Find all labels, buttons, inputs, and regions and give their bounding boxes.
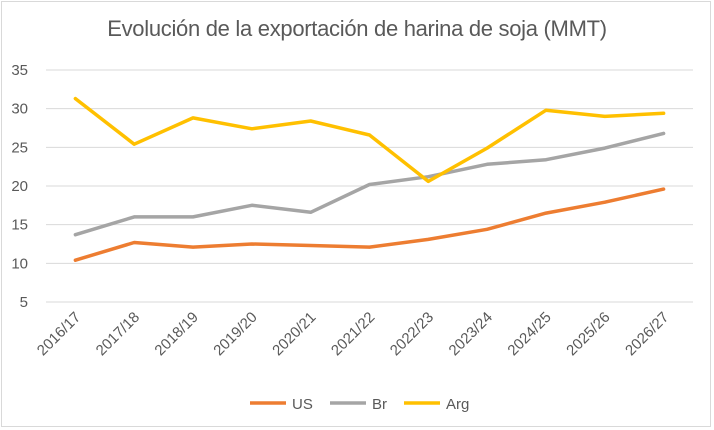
- y-tick-label: 20: [11, 178, 28, 195]
- x-tick-label: 2025/26: [563, 309, 613, 359]
- legend: US Br Arg: [250, 396, 469, 413]
- data-point-us: [662, 187, 666, 191]
- data-point-br: [426, 175, 430, 179]
- series-lines: [73, 96, 666, 262]
- data-point-arg: [485, 146, 489, 150]
- data-point-br: [603, 146, 607, 150]
- data-point-us: [544, 211, 548, 215]
- x-tick-label: 2024/25: [504, 309, 554, 359]
- y-tick-label: 5: [20, 294, 28, 311]
- x-tick-label: 2021/22: [328, 309, 378, 359]
- data-point-arg: [191, 116, 195, 120]
- data-point-br: [368, 182, 371, 186]
- data-point-us: [368, 245, 371, 249]
- data-point-arg: [309, 119, 313, 123]
- y-tick-label: 25: [11, 139, 28, 156]
- y-tick-label: 30: [11, 101, 28, 118]
- data-point-us: [73, 258, 77, 262]
- y-axis-ticks: 5 10 15 20 25 30 35: [11, 62, 28, 311]
- chart-title: Evolución de la exportación de harina de…: [107, 16, 607, 41]
- legend-label-arg: Arg: [446, 396, 469, 413]
- data-point-arg: [426, 179, 430, 183]
- data-point-br: [485, 162, 489, 166]
- x-axis-ticks: 2016/17 2017/18 2018/19 2019/20 2020/21 2021/…: [34, 309, 673, 359]
- data-point-br: [309, 210, 313, 214]
- legend-label-br: Br: [372, 396, 387, 413]
- x-tick-label: 2018/19: [152, 309, 202, 359]
- data-point-arg: [662, 111, 666, 115]
- data-point-us: [485, 227, 489, 231]
- y-tick-label: 10: [11, 255, 28, 272]
- data-point-br: [73, 233, 77, 237]
- series-line-arg: [73, 96, 666, 184]
- x-tick-label: 2016/17: [34, 309, 84, 359]
- y-tick-label: 35: [11, 62, 28, 79]
- gridlines: [46, 69, 693, 303]
- data-point-arg: [544, 108, 548, 112]
- data-point-arg: [603, 114, 607, 118]
- data-point-us: [603, 200, 607, 204]
- data-point-br: [662, 131, 666, 135]
- x-tick-label: 2026/27: [622, 309, 672, 359]
- x-tick-label: 2023/24: [446, 309, 496, 359]
- data-point-us: [309, 244, 313, 248]
- data-point-us: [132, 240, 136, 244]
- legend-label-us: US: [292, 396, 313, 413]
- x-tick-label: 2017/18: [93, 309, 143, 359]
- data-point-br: [250, 203, 254, 207]
- data-point-arg: [73, 97, 77, 101]
- x-tick-label: 2022/23: [387, 309, 437, 359]
- data-point-arg: [250, 127, 254, 131]
- data-point-us: [191, 245, 195, 249]
- x-tick-label: 2020/21: [269, 309, 319, 359]
- data-point-br: [544, 158, 548, 162]
- data-point-br: [191, 215, 195, 219]
- data-point-arg: [132, 142, 136, 146]
- x-tick-label: 2019/20: [210, 309, 260, 359]
- y-tick-label: 15: [11, 217, 28, 234]
- data-point-us: [250, 242, 254, 246]
- data-point-arg: [368, 133, 371, 137]
- data-point-us: [426, 237, 430, 241]
- data-point-br: [132, 215, 136, 219]
